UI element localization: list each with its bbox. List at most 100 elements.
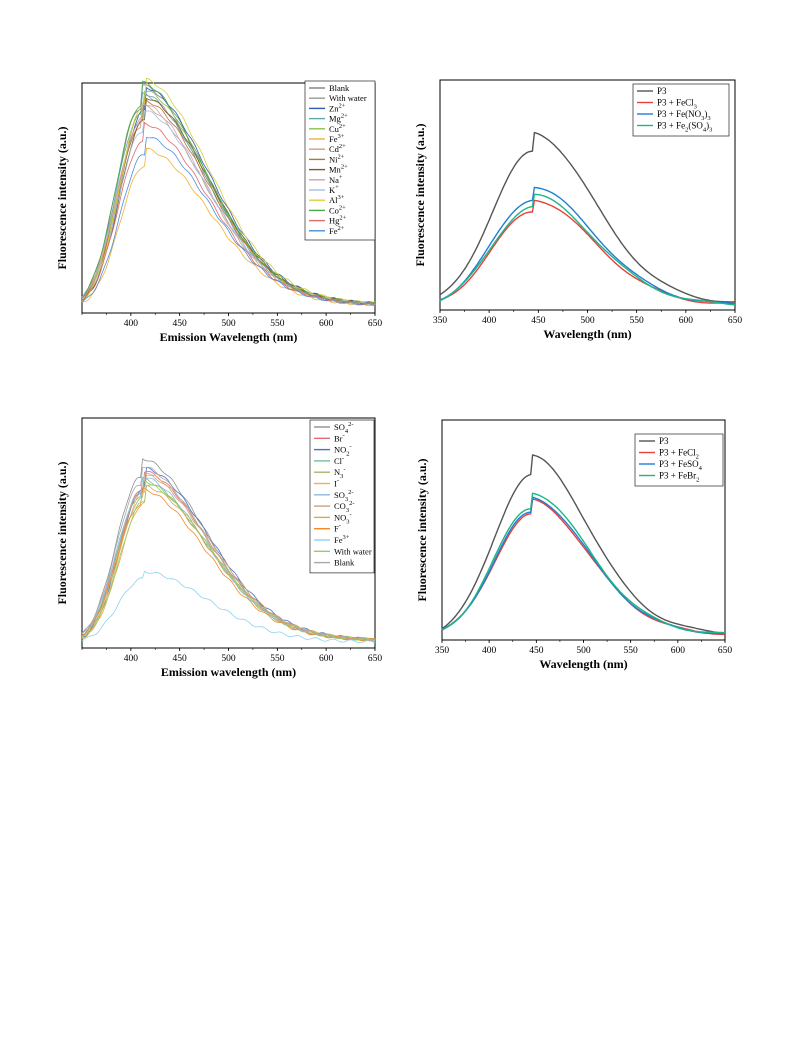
- y-axis-title: Fluorescence intensity (a.u.): [55, 126, 69, 269]
- x-axis-title: Emission wavelength (nm): [161, 665, 296, 679]
- series-line: [439, 193, 736, 306]
- x-ticks: 400 450 500 550 600 650: [81, 648, 383, 664]
- x-tick-label: 650: [368, 319, 383, 329]
- chart-iron-salts-fe2: 350 400 450 500 550 600 650 Wavelength (nm) Fluo…: [405, 410, 745, 705]
- legend-label: N3-: [334, 466, 346, 480]
- legend-label: With water: [329, 93, 367, 103]
- series-lines: [81, 458, 376, 644]
- x-tick-label: 350: [435, 646, 450, 656]
- legend-label: P3 + FeCl2: [659, 448, 699, 461]
- x-tick-label: 500: [221, 319, 236, 329]
- x-tick-label: 500: [221, 654, 236, 664]
- legend-label: Mg2+: [329, 113, 348, 124]
- series-line: [81, 121, 376, 306]
- x-tick-label: 400: [124, 654, 139, 664]
- legend-label: Zn2+: [329, 102, 346, 113]
- legend-label: SO42-: [334, 421, 354, 435]
- legend-label: Al3+: [329, 194, 345, 205]
- legend-label: Br-: [334, 432, 345, 443]
- legend-label: P3 + Fe2(SO4)3: [657, 121, 712, 134]
- legend-box: [304, 80, 376, 241]
- y-axis-title: Fluorescence intensity (a.u.): [413, 123, 427, 266]
- series-line: [81, 484, 375, 642]
- legend-label: NO3-: [334, 511, 352, 525]
- x-tick-label: 600: [319, 319, 334, 329]
- legend-label: NO2-: [334, 444, 352, 458]
- legend-box: [634, 433, 724, 487]
- x-axis-title: Emission Wavelength (nm): [160, 330, 298, 344]
- legend-label: P3 + Fe(NO3)3: [657, 109, 711, 122]
- x-tick-label: 400: [124, 319, 139, 329]
- x-tick-label: 450: [173, 654, 188, 664]
- x-tick-label: 450: [531, 316, 546, 326]
- x-tick-label: 600: [319, 654, 334, 664]
- legend-label: Cl-: [334, 455, 344, 466]
- legend-label: Na+: [329, 174, 343, 185]
- x-ticks: 400 450 500 550 600 650: [81, 313, 383, 329]
- series-lines: [441, 454, 726, 636]
- y-axis-title: Fluorescence intensity (a.u.): [415, 458, 429, 601]
- series-line: [441, 492, 726, 634]
- y-axis-title: Fluorescence intensity (a.u.): [55, 461, 69, 604]
- x-tick-label: 550: [270, 654, 285, 664]
- x-axis-title: Wavelength (nm): [543, 327, 631, 341]
- legend-label: Fe3+: [329, 133, 345, 144]
- x-tick-label: 650: [728, 316, 743, 326]
- legend-label: CO32-: [334, 500, 354, 514]
- legend-box: [309, 419, 375, 574]
- series-line: [81, 570, 376, 644]
- legend-label: Cd2+: [329, 143, 346, 154]
- chart-iron-salts-fe3-svg: 350 400 450 500 550 600 650 Wavelength (nm) Fluo…: [413, 79, 743, 341]
- x-ticks: 350 400 450 500 550 600 650: [435, 640, 733, 656]
- x-tick-label: 650: [368, 654, 383, 664]
- x-tick-label: 500: [580, 316, 595, 326]
- legend: SO42-Br-NO2-Cl-N3-I-SO32-CO32-NO3-F-Fe3+…: [309, 419, 375, 574]
- legend-label: I-: [334, 478, 339, 489]
- chart-cation-selectivity-svg: 400 450 500 550 600 650 Emission Wavelength (n…: [55, 77, 383, 344]
- x-tick-label: 550: [630, 316, 645, 326]
- series-line: [81, 98, 376, 305]
- chart-anion-selectivity-svg: 400 450 500 550 600 650 Emission wavelength (n…: [55, 417, 383, 679]
- series-line: [81, 110, 376, 306]
- legend-label: Fe2+: [329, 225, 345, 236]
- legend-label: Mn2+: [329, 164, 348, 175]
- x-axis-title: Wavelength (nm): [539, 657, 627, 671]
- chart-iron-salts-fe2-svg: 350 400 450 500 550 600 650 Wavelength (nm) Fluo…: [415, 419, 733, 671]
- chart-iron-salts-fe3: 350 400 450 500 550 600 650 Wavelength (nm) Fluo…: [405, 70, 755, 365]
- legend-label: With water: [334, 546, 372, 556]
- x-tick-label: 550: [270, 319, 285, 329]
- legend-label: Cu2+: [329, 123, 346, 134]
- series-line: [439, 199, 736, 305]
- x-tick-label: 500: [576, 646, 591, 656]
- legend-label: Blank: [334, 558, 355, 568]
- legend-label: SO32-: [334, 489, 354, 503]
- legend-label: P3 + FeCl3: [657, 98, 697, 111]
- chart-anion-selectivity: 400 450 500 550 600 650 Emission wavelength (n…: [50, 410, 390, 705]
- legend-label: Blank: [329, 83, 350, 93]
- x-tick-label: 450: [173, 319, 188, 329]
- series-line: [81, 487, 376, 642]
- series-line: [439, 186, 736, 305]
- series-line: [81, 77, 376, 305]
- x-ticks: 350 400 450 500 550 600 650: [433, 310, 743, 326]
- x-tick-label: 600: [671, 646, 686, 656]
- x-tick-label: 550: [624, 646, 639, 656]
- series-line: [81, 80, 376, 305]
- x-tick-label: 400: [482, 316, 497, 326]
- x-tick-label: 350: [433, 316, 448, 326]
- legend-label: K+: [329, 184, 339, 195]
- x-tick-label: 650: [718, 646, 733, 656]
- series-line: [81, 466, 376, 642]
- series-line: [439, 131, 735, 303]
- series-lines: [439, 131, 736, 306]
- legend-label: Co2+: [329, 204, 346, 215]
- chart-cation-selectivity: 400 450 500 550 600 650 Emission Wavelength (n…: [50, 75, 390, 370]
- legend-label: F-: [334, 523, 341, 534]
- legend-label: P3 + FeSO4: [659, 459, 703, 472]
- x-tick-label: 600: [679, 316, 694, 326]
- legend-label: P3: [659, 436, 669, 446]
- legend-label: P3: [657, 86, 667, 96]
